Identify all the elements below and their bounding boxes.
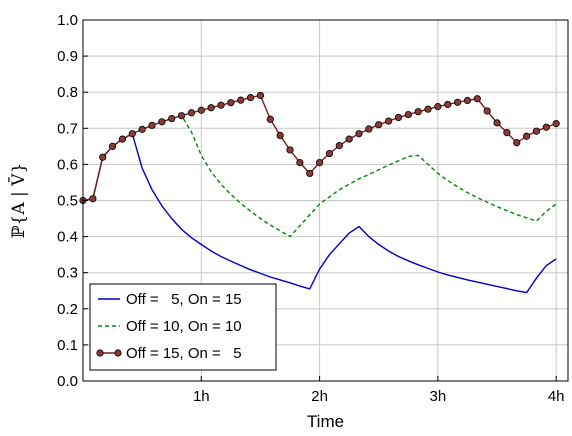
data-point — [306, 169, 314, 178]
y-tick-label: 0.8 — [57, 84, 78, 101]
data-point — [266, 115, 274, 123]
data-point — [168, 114, 176, 123]
data-point — [335, 142, 343, 150]
y-tick-label: 0.7 — [57, 120, 78, 137]
legend-item: Off = 5, On = 15 — [98, 291, 242, 308]
y-tick-label: 0.1 — [57, 337, 78, 354]
legend-label: Off = 10, On = 10 — [126, 318, 242, 335]
legend-box — [89, 283, 277, 371]
data-point — [355, 130, 363, 138]
data-point — [394, 113, 403, 122]
data-point — [473, 95, 481, 103]
data-point — [542, 123, 550, 131]
data-point — [286, 146, 294, 154]
data-point — [384, 117, 393, 125]
x-tick-label: 1h — [193, 388, 210, 405]
x-axis-label: Time — [307, 412, 344, 431]
data-point — [503, 129, 511, 137]
data-point — [365, 125, 373, 133]
y-tick-label: 0.5 — [57, 193, 78, 210]
data-point — [128, 130, 136, 138]
data-point — [444, 100, 452, 109]
data-point — [325, 149, 334, 158]
legend-item: Off = 10, On = 10 — [98, 318, 242, 335]
data-point — [89, 195, 97, 203]
data-point — [414, 108, 422, 116]
y-tick-label: 0.3 — [57, 265, 78, 282]
data-point — [148, 121, 156, 130]
legend-label: Off = 5, On = 15 — [126, 291, 242, 308]
legend-label: Off = 15, On = 5 — [126, 345, 242, 362]
y-tick-label: 0.2 — [57, 301, 78, 318]
data-point — [315, 158, 324, 167]
data-point — [197, 106, 205, 114]
data-point — [207, 104, 215, 112]
legend-marker — [114, 349, 122, 357]
data-point — [227, 99, 235, 107]
data-point — [296, 158, 304, 167]
y-tick-label: 0.9 — [57, 48, 78, 65]
data-point — [256, 91, 265, 100]
data-point — [246, 94, 255, 102]
legend-item: Off = 15, On = 5 — [96, 345, 242, 362]
data-point — [345, 135, 353, 143]
data-point — [99, 153, 107, 161]
data-point — [483, 107, 491, 115]
data-point — [217, 101, 225, 109]
data-point — [187, 109, 196, 117]
series-line — [82, 132, 557, 294]
data-point — [513, 139, 521, 147]
y-tick-label: 0.6 — [57, 156, 78, 173]
x-tick-label: 3h — [430, 388, 447, 405]
data-point — [237, 96, 245, 104]
y-axis-label: ℙ{A | V̄} — [7, 163, 29, 239]
data-point — [463, 96, 472, 105]
data-point — [375, 121, 383, 129]
data-point — [404, 110, 412, 119]
data-point — [532, 127, 541, 135]
data-point — [453, 98, 462, 106]
data-point — [177, 112, 186, 120]
data-point — [138, 125, 146, 133]
data-point — [434, 103, 442, 111]
x-tick-label: 4h — [548, 388, 565, 405]
legend: Off = 5, On = 15 Off = 10, On = 10 Off = 1… — [89, 283, 277, 371]
y-tick-label: 0.0 — [57, 373, 78, 390]
data-point — [108, 142, 117, 150]
data-point — [522, 132, 531, 140]
y-tick-label: 1.0 — [57, 12, 78, 29]
data-point — [493, 119, 501, 127]
data-point — [424, 105, 432, 113]
data-point — [118, 135, 127, 143]
x-tick-label: 2h — [311, 388, 328, 405]
legend-marker — [96, 349, 104, 357]
series-1 — [82, 132, 557, 294]
data-point — [158, 118, 166, 126]
y-tick-label: 0.4 — [57, 229, 78, 246]
ticks: 0.0 0.1 0.2 0.3 0.4 0.5 0.6 0.7 0.8 0.9 1.0 1h 2h 3h 4… — [57, 12, 564, 405]
data-point — [276, 131, 284, 140]
data-point — [552, 120, 560, 128]
